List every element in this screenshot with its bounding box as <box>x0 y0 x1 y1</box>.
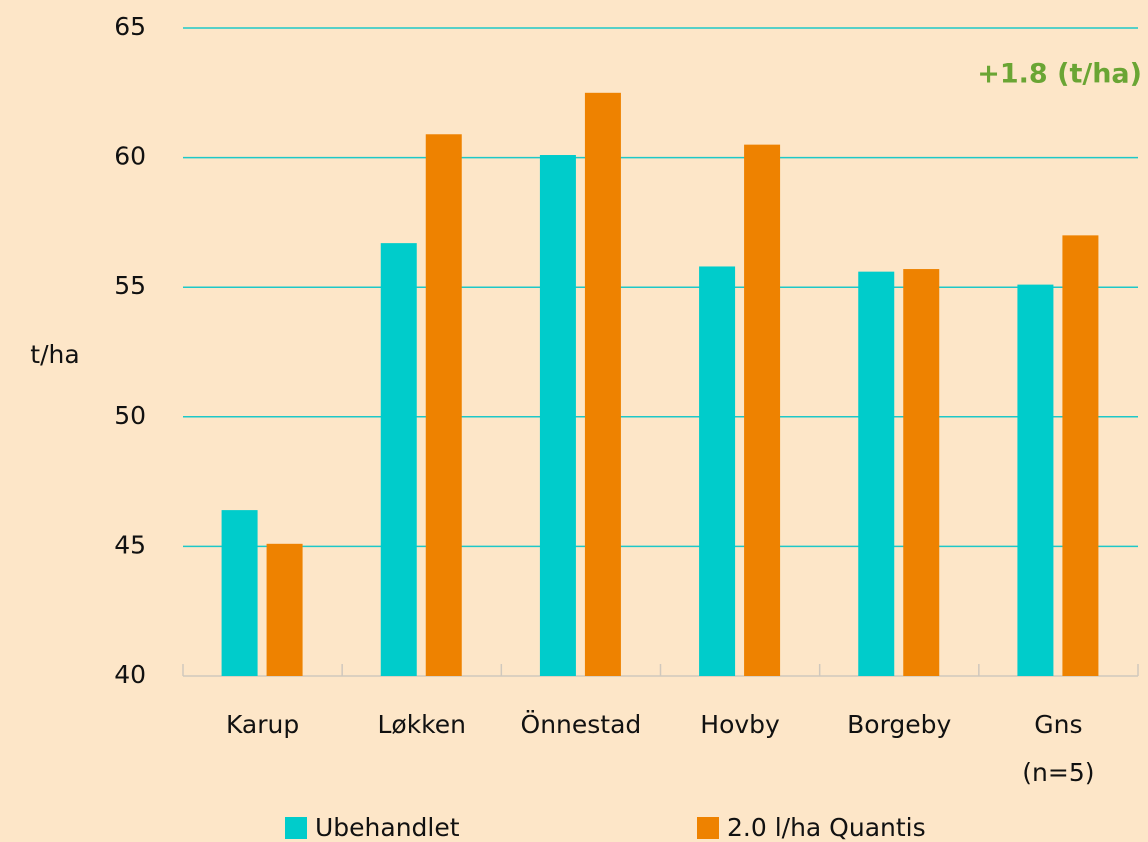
legend-swatch <box>285 817 307 839</box>
y-tick-label: 65 <box>114 12 146 41</box>
y-tick-label: 55 <box>114 271 146 300</box>
bar <box>858 271 895 676</box>
x-tick-label: Karup <box>225 710 300 739</box>
x-tick-label: Borgeby <box>847 710 952 739</box>
bar <box>380 243 417 677</box>
x-tick-label: Hovby <box>700 710 780 739</box>
y-tick-label: 40 <box>114 660 146 689</box>
y-axis-label: t/ha <box>30 340 79 369</box>
bar <box>699 266 736 676</box>
bar <box>539 155 576 676</box>
x-tick-label: Önnestad <box>520 710 642 739</box>
bar <box>1017 284 1054 676</box>
x-tick-label: Løkken <box>377 710 466 739</box>
legend-swatch <box>697 817 719 839</box>
y-tick-label: 45 <box>114 530 146 559</box>
bar <box>744 144 781 676</box>
bar <box>903 269 940 676</box>
bar <box>1062 235 1099 677</box>
x-tick-label: Gns (n=5) <box>1022 710 1095 787</box>
legend-label: 2.0 l/ha Quantis <box>727 813 926 842</box>
y-tick-label: 60 <box>114 142 146 171</box>
y-tick-label: 50 <box>114 401 146 430</box>
legend-label: Ubehandlet <box>315 813 460 842</box>
bar <box>266 543 303 676</box>
bar <box>425 134 462 677</box>
annotation: +1.8 (t/ha) <box>977 59 1142 90</box>
bar <box>584 92 621 677</box>
bar <box>221 510 258 676</box>
